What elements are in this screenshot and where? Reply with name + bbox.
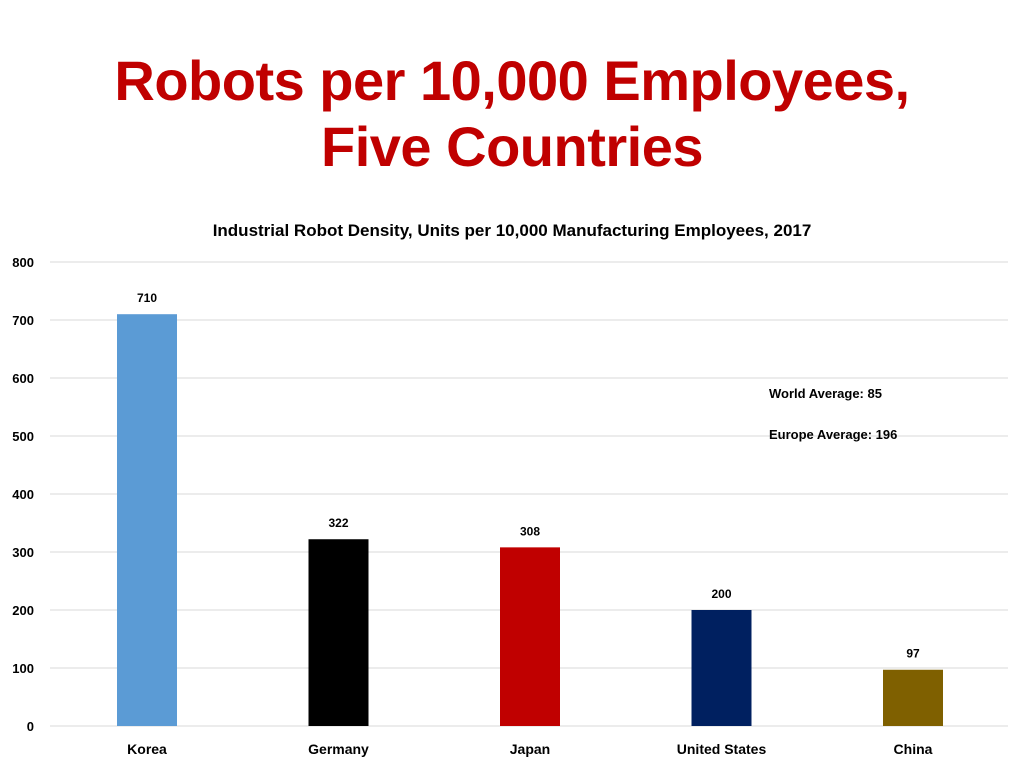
- slide-title: Robots per 10,000 Employees, Five Countr…: [0, 48, 1024, 180]
- slide-title-line-1: Robots per 10,000 Employees,: [114, 49, 910, 112]
- data-label: 710: [137, 291, 157, 305]
- category-label: United States: [677, 741, 767, 757]
- y-tick-label: 100: [12, 661, 34, 676]
- annotation-text: Europe Average: 196: [769, 427, 897, 442]
- bar: [691, 610, 752, 726]
- y-tick-label: 400: [12, 487, 34, 502]
- data-label: 97: [906, 647, 920, 661]
- category-label: Korea: [127, 741, 167, 757]
- y-axis-tick-labels: 0 100 200 300 400 500 600 700 800: [12, 255, 34, 734]
- bar: [308, 539, 369, 726]
- category-label: Germany: [308, 741, 369, 757]
- data-label: 322: [328, 516, 348, 530]
- chart-title: Industrial Robot Density, Units per 10,0…: [213, 221, 812, 240]
- y-tick-label: 200: [12, 603, 34, 618]
- data-label: 200: [711, 587, 731, 601]
- y-tick-label: 800: [12, 255, 34, 270]
- data-labels: 710 322 308 200 97: [137, 291, 920, 661]
- bars: [117, 314, 943, 726]
- category-label: China: [894, 741, 933, 757]
- y-tick-label: 500: [12, 429, 34, 444]
- y-tick-label: 600: [12, 371, 34, 386]
- bar: [117, 314, 177, 726]
- bar: [500, 547, 560, 726]
- category-labels: Korea Germany Japan United States China: [127, 741, 933, 757]
- y-tick-label: 700: [12, 313, 34, 328]
- data-label: 308: [520, 524, 540, 538]
- category-label: Japan: [510, 741, 550, 757]
- annotation-text: World Average: 85: [769, 386, 882, 401]
- y-tick-label: 0: [27, 719, 34, 734]
- bar: [883, 669, 943, 726]
- y-tick-label: 300: [12, 545, 34, 560]
- annotations: World Average: 85 Europe Average: 196: [769, 386, 897, 442]
- slide-title-line-2: Five Countries: [321, 115, 703, 178]
